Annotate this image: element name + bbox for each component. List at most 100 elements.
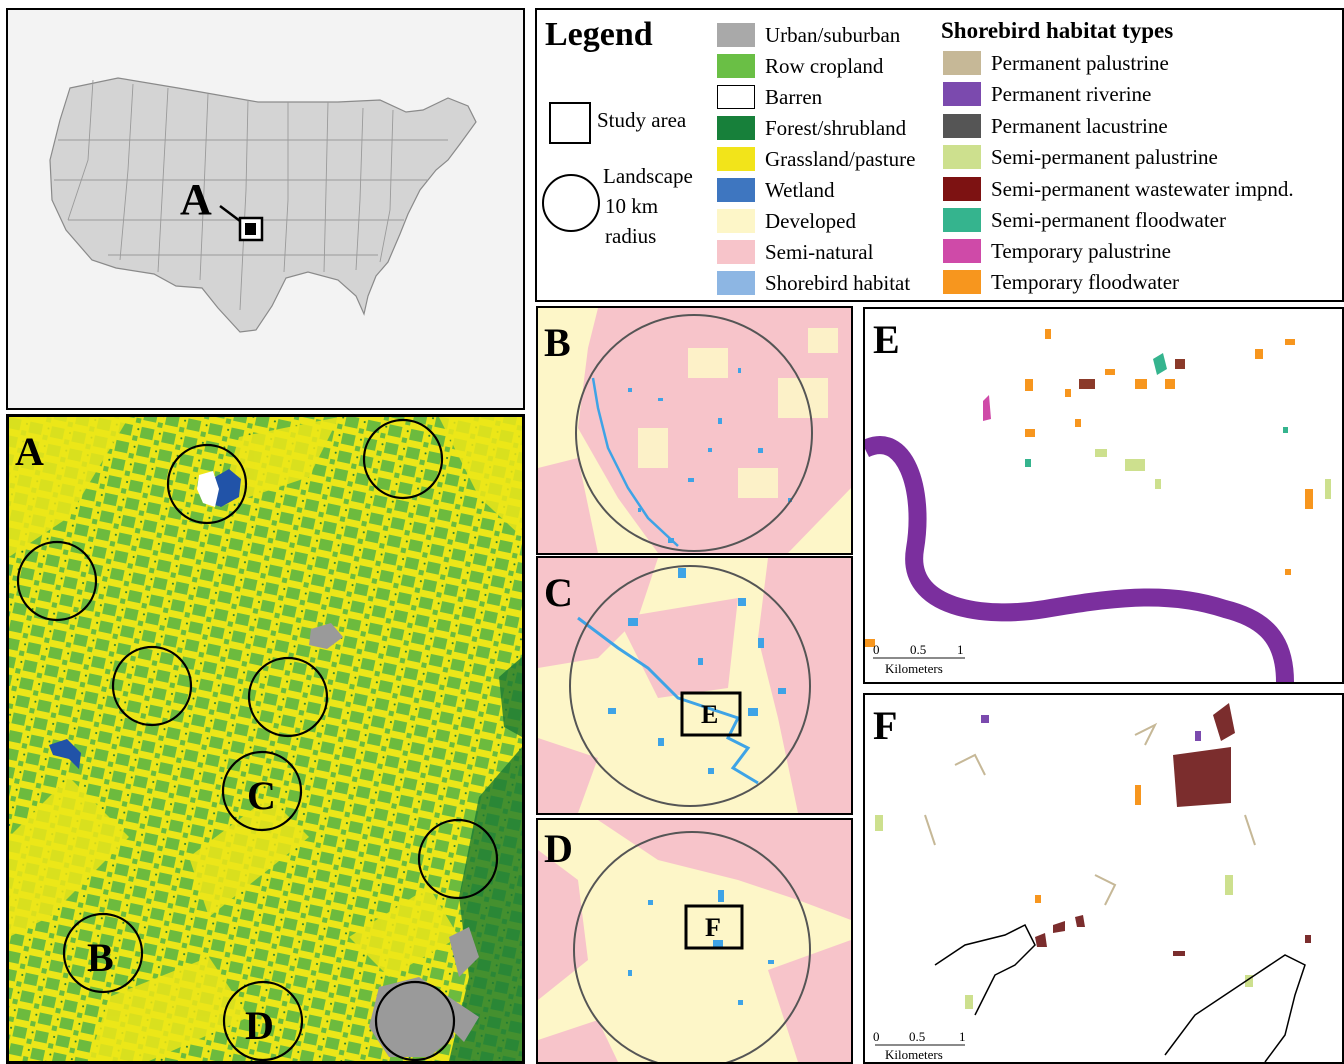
developed-swatch (717, 209, 755, 233)
landscape-circle-d (222, 980, 304, 1061)
semi-perm-palustrine-label: Semi-permanent palustrine (991, 144, 1218, 169)
study-area-swatch (549, 102, 591, 144)
inset-label-f: F (705, 913, 721, 942)
wetland-label: Wetland (765, 177, 835, 202)
wastewater-patch (1175, 359, 1185, 369)
permanent-palustrine-patches (924, 722, 1256, 906)
shorebird-habitat-patches (628, 890, 774, 1005)
legend-item-perm-palustrine: Permanent palustrine (943, 50, 1169, 76)
inset-box-e (680, 691, 742, 737)
urban-label: Urban/suburban (765, 22, 901, 47)
wastewater-patch (1079, 379, 1095, 389)
panel-c-landscape: E C (536, 556, 853, 815)
landscape-circle-swatch (542, 174, 600, 232)
temp-floodwater-label: Temporary floodwater (991, 269, 1180, 294)
panel-e-habitat-detail: 0 0.5 1 Kilometers E (863, 307, 1344, 684)
semi-perm-palustrine-swatch (943, 145, 981, 169)
legend-item-perm-riverine: Permanent riverine (943, 81, 1151, 107)
semi-perm-wastewater-swatch (943, 177, 981, 201)
barren-swatch (717, 85, 755, 109)
shorebird-habitat-swatch (717, 271, 755, 295)
legend-panel: Legend Study area Landscape 10 km radius… (535, 8, 1344, 302)
shorebird-habitat-label: Shorebird habitat (765, 270, 911, 295)
row-cropland-label: Row cropland (765, 53, 884, 78)
temp-palustrine-label: Temporary palustrine (991, 238, 1171, 263)
row-cropland-swatch (717, 54, 755, 78)
developed-label: Developed (765, 208, 856, 233)
legend-item-semi-natural: Semi-natural (717, 239, 873, 265)
panel-b-landscape: B (536, 306, 853, 555)
legend-item-row-cropland: Row cropland (717, 53, 883, 79)
legend-item-perm-lacustrine: Permanent lacustrine (943, 113, 1168, 139)
circle-label-c: C (247, 773, 276, 818)
circle-label-b: B (87, 935, 114, 980)
temporary-floodwater-patches (865, 329, 1313, 647)
us-overview-map: A (6, 8, 525, 410)
legend-item-urban: Urban/suburban (717, 22, 900, 48)
barren-label: Barren (765, 84, 823, 109)
panel-f-habitat-detail: 0 0.5 1 Kilometers F (863, 693, 1344, 1064)
perm-lacustrine-label: Permanent lacustrine (991, 113, 1168, 138)
panel-e-svg: 0 0.5 1 Kilometers E (865, 317, 1331, 682)
scale-tick-05: 0.5 (910, 642, 926, 657)
us-outline (49, 77, 477, 333)
perm-palustrine-swatch (943, 51, 981, 75)
riverine-patches (981, 715, 1201, 741)
landscape-circle (16, 540, 98, 622)
shorebird-habitat-patches (608, 568, 786, 774)
panel-a-svg: A C B D (9, 417, 522, 1061)
scale-tick-05: 0.5 (909, 1029, 925, 1044)
panel-a-landcover-map: A C B D (6, 414, 525, 1064)
perm-palustrine-label: Permanent palustrine (991, 50, 1169, 75)
study-area-fill (245, 223, 256, 235)
panel-d-svg: F D (538, 820, 851, 1062)
urban-patches (309, 623, 479, 1057)
landscape-circle-c-detail (569, 565, 811, 807)
panel-f-label: F (873, 703, 897, 748)
landscape-line-1: Landscape (603, 164, 693, 188)
semi-perm-wastewater-label: Semi-permanent wastewater impnd. (991, 176, 1294, 201)
legend-item-semi-perm-floodwater: Semi-permanent floodwater (943, 207, 1226, 233)
panel-a-background (9, 417, 522, 1061)
landscape-circle (166, 443, 248, 525)
forest-label: Forest/shrubland (765, 115, 907, 140)
panel-e-scale-bar: 0 0.5 1 Kilometers (873, 642, 965, 676)
perm-riverine-label: Permanent riverine (991, 81, 1152, 106)
forest-patches (449, 657, 522, 1061)
grassland-swatch (717, 147, 755, 171)
grassland-label: Grassland/pasture (765, 146, 916, 171)
legend-item-temp-palustrine: Temporary palustrine (943, 238, 1171, 264)
semi-natural-areas (538, 558, 851, 813)
landscape-circle (417, 818, 499, 900)
floodwater-patches (1025, 353, 1288, 467)
scale-tick-0: 0 (873, 1029, 880, 1044)
panel-b-svg: B (538, 308, 851, 553)
scale-tick-1: 1 (959, 1029, 966, 1044)
scale-unit: Kilometers (885, 661, 943, 676)
panel-a-label: A (15, 429, 44, 474)
panel-b-label: B (544, 320, 571, 365)
us-map-label-a: A (180, 175, 212, 224)
us-map-svg: A (49, 77, 477, 333)
legend-item-wetland: Wetland (717, 177, 834, 203)
landscape-circle-b (62, 912, 144, 994)
landscape-circle (247, 656, 329, 738)
temp-palustrine-swatch (943, 239, 981, 263)
wetland-outline (934, 923, 1306, 1062)
semi-perm-floodwater-label: Semi-permanent floodwater (991, 207, 1226, 232)
semi-natural-swatch (717, 240, 755, 264)
panel-d-landscape: F D (536, 818, 853, 1064)
riverine-channel (865, 436, 1294, 682)
semi-natural-areas (538, 308, 851, 553)
scale-tick-0: 0 (873, 642, 880, 657)
semi-permanent-palustrine-patches (1095, 449, 1331, 499)
legend-item-barren: Barren (717, 84, 822, 110)
semi-permanent-palustrine-patches (875, 815, 1253, 1009)
legend-item-forest: Forest/shrubland (717, 115, 906, 141)
river-b (591, 377, 679, 547)
landscape-circle-d-detail (573, 831, 811, 1062)
legend-item-developed: Developed (717, 208, 856, 234)
perm-riverine-swatch (943, 82, 981, 106)
forest-swatch (717, 116, 755, 140)
developed-areas (638, 328, 838, 498)
